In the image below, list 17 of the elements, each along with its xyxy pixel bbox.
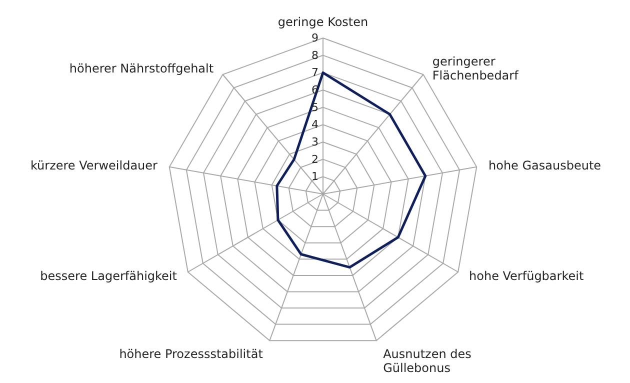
y-tick-label: 5 xyxy=(312,100,318,114)
spoke-label: geringerer Flächenbedarf xyxy=(432,54,520,82)
y-tick-label: 1 xyxy=(312,170,318,184)
spoke-label: höhere Prozessstabilität xyxy=(119,347,264,362)
y-tick-label: 3 xyxy=(312,136,318,148)
y-tick-label: 9 xyxy=(312,32,318,44)
spoke-label: Ausnutzen des Güllebonus xyxy=(383,347,472,376)
spoke-label: hohe Verfügbarkeit xyxy=(469,269,584,283)
y-tick-label: 2 xyxy=(312,152,318,166)
spoke-label: bessere Lagerfähigkeit xyxy=(40,269,178,283)
y-tick-label: 8 xyxy=(312,48,318,62)
spoke-label: geringe Kosten xyxy=(278,15,368,29)
spoke-label: kürzere Verweildauer xyxy=(30,158,158,173)
spoke-label: hohe Gasausbeute xyxy=(488,158,602,173)
spoke-label: höherer Nährstoffgehalt xyxy=(69,61,214,76)
y-tick-label: 7 xyxy=(312,66,318,80)
y-tick-label: 4 xyxy=(312,118,318,132)
